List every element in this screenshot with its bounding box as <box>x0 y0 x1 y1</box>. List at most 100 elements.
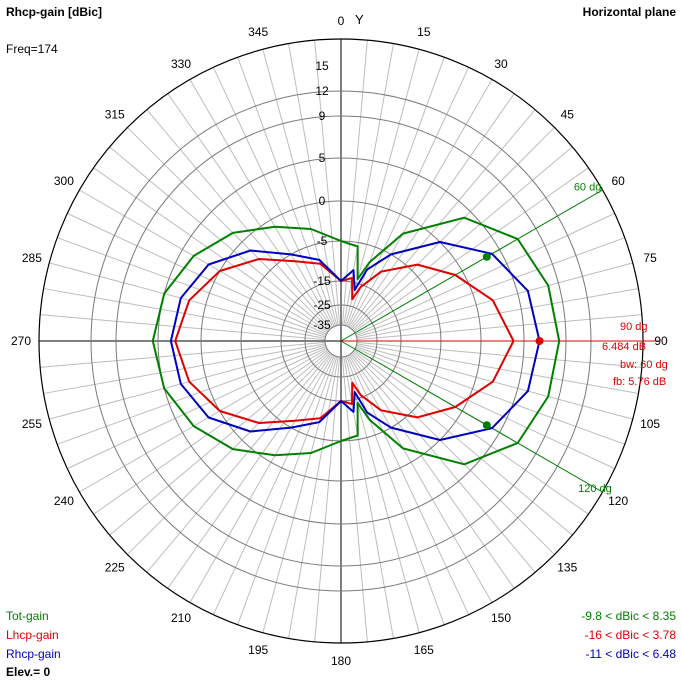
grid-spoke <box>237 57 336 327</box>
grid-spoke <box>355 237 625 336</box>
radial-tick-label: 0 <box>319 194 326 208</box>
angle-tick-label: 180 <box>331 654 351 668</box>
range-lhcp-gain: -16 < dBic < 3.78 <box>584 628 676 642</box>
angle-tick-label: 105 <box>640 417 660 431</box>
grid-spoke <box>212 67 335 327</box>
angle-tick-label: 150 <box>491 611 511 625</box>
grid-spoke <box>350 109 536 330</box>
series-rhcp-gain <box>169 241 541 441</box>
grid-spoke <box>79 189 328 334</box>
grid-spoke <box>167 93 333 329</box>
gain-curves <box>151 216 561 466</box>
max-gain-label: bw: 60 dg <box>620 359 668 371</box>
angle-tick-label: 15 <box>417 25 431 39</box>
radial-tick-label: 12 <box>315 84 329 98</box>
highlight-point <box>482 252 491 261</box>
angle-tick-label: 90 <box>654 334 668 348</box>
grid-spoke <box>127 351 331 555</box>
grid-spoke <box>189 79 334 328</box>
highlight-point <box>482 421 491 430</box>
grid-spoke <box>347 67 470 327</box>
angle-tick-label: 30 <box>494 57 508 71</box>
legend-tot-gain: Tot-gain <box>6 609 49 623</box>
radial-tick-label: -25 <box>313 298 331 312</box>
grid-spoke <box>356 341 642 368</box>
grid-spoke <box>146 352 332 573</box>
grid-spoke <box>356 262 633 338</box>
chart-title: Rhcp-gain [dBic] <box>6 5 102 19</box>
grid-spoke <box>40 314 326 341</box>
range-rhcp-gain: -11 < dBic < 6.48 <box>585 647 676 661</box>
angle-tick-label: 195 <box>248 643 268 657</box>
angle-tick-label: 135 <box>557 560 577 574</box>
grid-spoke <box>352 350 573 536</box>
series-lhcp-gain <box>174 258 515 424</box>
grid-spoke <box>288 356 339 639</box>
angle-tick-label: 270 <box>11 334 31 348</box>
grid-spoke <box>49 262 326 338</box>
plane-label: Horizontal plane <box>582 5 676 19</box>
radial-tick-label: 15 <box>315 59 329 73</box>
grid-spoke <box>67 347 327 470</box>
radial-tick-label: 9 <box>319 109 326 123</box>
grid-spoke <box>347 355 470 615</box>
grid-spoke <box>356 314 642 341</box>
bw-line-label: 60 dg <box>574 182 602 194</box>
tick-labels: 0153045607590105120135150165180195210225… <box>11 12 668 668</box>
grid-spoke <box>262 356 338 633</box>
grid-spoke <box>355 347 615 470</box>
grid-spoke <box>146 109 332 330</box>
marker-lines: 60 dg 120 dg 90 dg 6.484 dB bw: 60 dg fb: 5.7… <box>340 182 668 495</box>
grid-spoke <box>349 93 515 329</box>
radial-tick-label: 5 <box>319 151 326 165</box>
grid-spoke <box>356 344 633 420</box>
grid-spoke <box>262 49 338 326</box>
angle-tick-label: 225 <box>105 560 125 574</box>
angle-tick-label: 60 <box>611 174 625 188</box>
max-gain-label: 6.484 dB <box>602 341 646 353</box>
grid-spoke <box>351 127 555 331</box>
angle-tick-label: 345 <box>248 25 268 39</box>
series-tot-gain <box>151 216 561 466</box>
grid-spoke <box>79 348 328 493</box>
grid-spoke <box>349 353 515 589</box>
angle-tick-label: 300 <box>54 174 74 188</box>
angle-tick-label: 210 <box>171 611 191 625</box>
grid-spoke <box>355 346 625 445</box>
y-axis-label: Y <box>355 12 364 27</box>
angle-tick-label: 0 <box>338 14 345 28</box>
grid-spoke <box>189 354 334 603</box>
grid-spoke <box>167 353 333 589</box>
grid-spoke <box>288 43 339 326</box>
radial-tick-label: -35 <box>313 318 331 332</box>
angle-tick-label: 75 <box>643 251 657 265</box>
angle-tick-label: 240 <box>54 494 74 508</box>
grid-spoke <box>356 288 639 339</box>
grid-spoke <box>351 351 555 555</box>
grid-spoke <box>346 57 445 327</box>
legend-rhcp-gain: Rhcp-gain <box>6 647 61 661</box>
angle-tick-label: 120 <box>608 494 628 508</box>
grid-spoke <box>49 344 326 420</box>
angle-tick-label: 165 <box>414 643 434 657</box>
angle-tick-label: 45 <box>561 108 575 122</box>
bw-line-label: 120 dg <box>578 483 612 495</box>
grid-spoke <box>350 352 536 573</box>
highlight-point <box>535 337 544 345</box>
grid-spoke <box>237 355 336 625</box>
radial-tick-label: -5 <box>317 234 328 248</box>
max-gain-label: fb: 5.76 dB <box>613 376 666 388</box>
legend-lhcp-gain: Lhcp-gain <box>6 628 59 642</box>
angle-tick-label: 330 <box>171 57 191 71</box>
elevation-label: Elev.= 0 <box>6 665 51 679</box>
angle-tick-label: 255 <box>22 417 42 431</box>
grid-spoke <box>212 355 335 615</box>
angle-tick-label: 315 <box>105 108 125 122</box>
grid-spoke <box>67 212 327 335</box>
bw-line <box>340 189 603 342</box>
grid-spoke <box>352 146 573 332</box>
grid-spoke <box>40 341 326 368</box>
range-tot-gain: -9.8 < dBic < 8.35 <box>581 609 676 623</box>
grid-spoke <box>109 146 330 332</box>
